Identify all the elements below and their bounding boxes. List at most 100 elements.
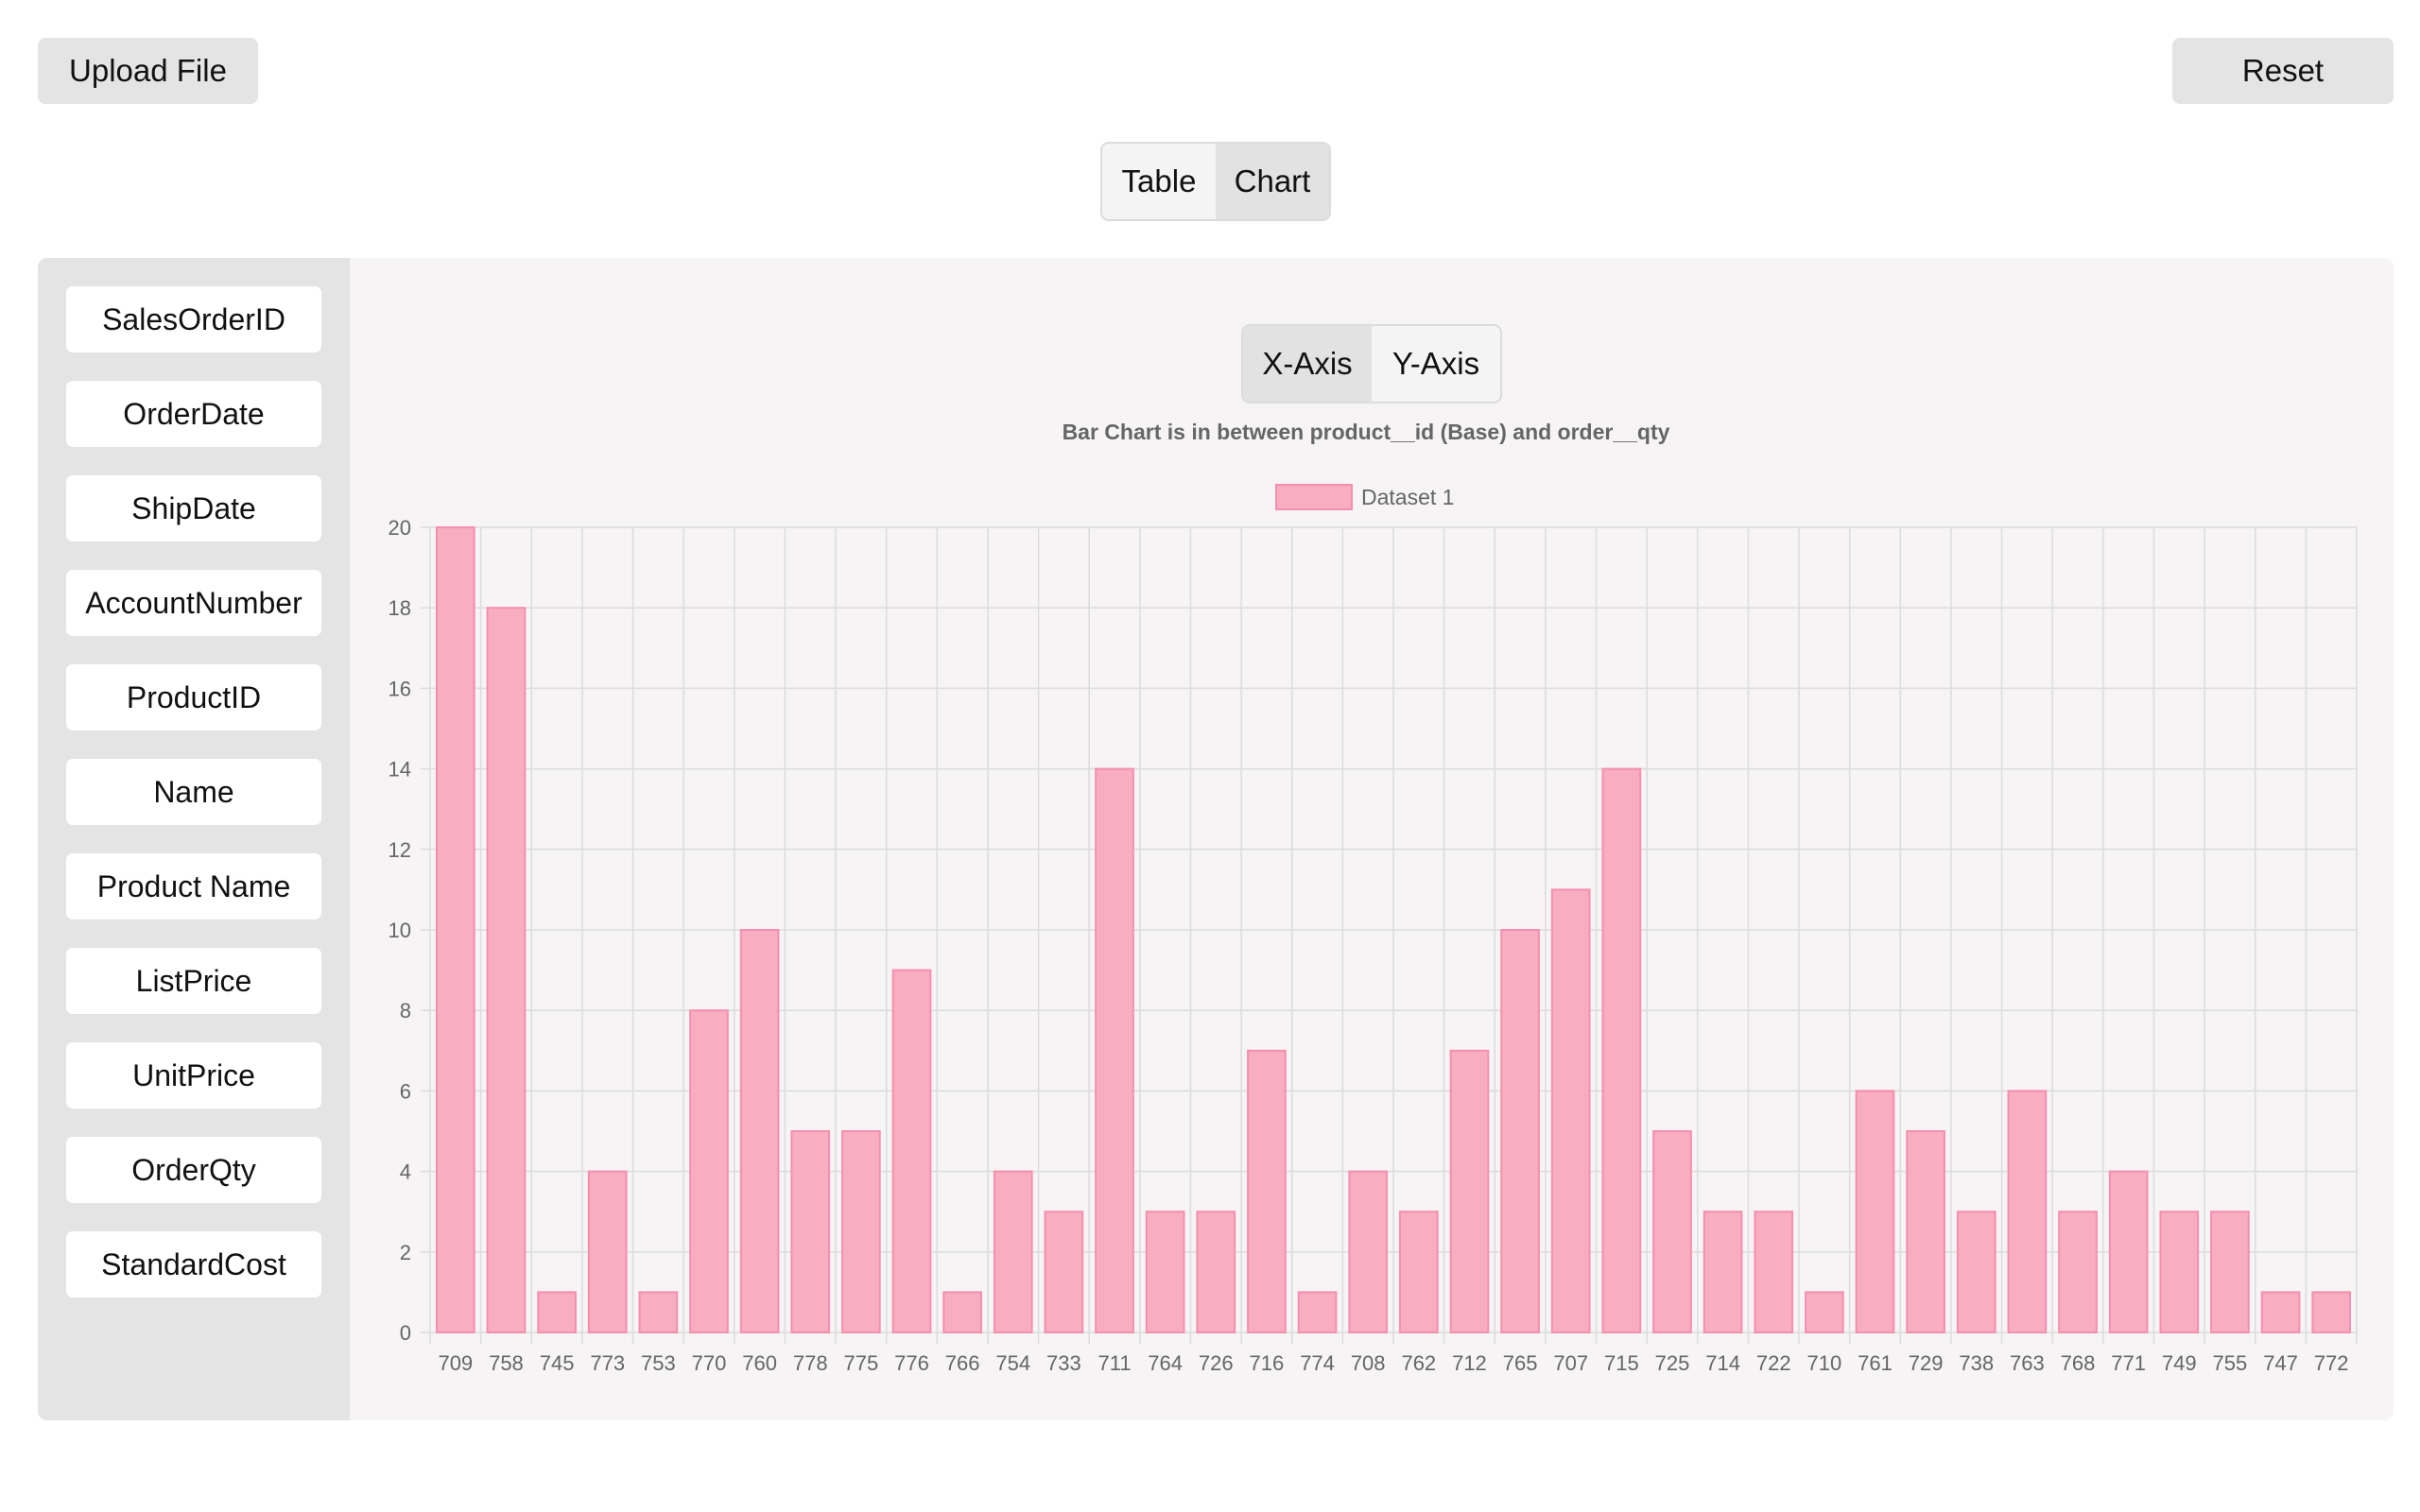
bar-765[interactable] <box>1500 929 1540 1333</box>
upload-file-button[interactable]: Upload File <box>38 38 258 104</box>
x-tick-label: 753 <box>641 1351 676 1375</box>
bar-764[interactable] <box>1145 1211 1185 1334</box>
bar-708[interactable] <box>1348 1170 1389 1333</box>
x-tick-label: 761 <box>1858 1351 1893 1375</box>
bar-733[interactable] <box>1044 1211 1084 1334</box>
y-tick-label: 2 <box>400 1241 411 1264</box>
bar-770[interactable] <box>689 1009 729 1333</box>
bar-710[interactable] <box>1805 1291 1844 1334</box>
y-tick-label: 14 <box>389 758 411 782</box>
field-button-product-name[interactable]: Product Name <box>66 853 321 919</box>
bar-715[interactable] <box>1601 767 1642 1333</box>
bar-745[interactable] <box>537 1291 577 1334</box>
bar-747[interactable] <box>2260 1291 2301 1334</box>
bar-762[interactable] <box>1398 1211 1439 1334</box>
tab-chart[interactable]: Chart <box>1216 144 1329 219</box>
x-tick-label: 755 <box>2213 1351 2248 1375</box>
field-button-unitprice[interactable]: UnitPrice <box>66 1042 321 1108</box>
x-tick-label: 714 <box>1705 1351 1740 1375</box>
y-tick-label: 6 <box>400 1079 411 1103</box>
y-tick-label: 12 <box>389 838 411 862</box>
field-button-orderqty[interactable]: OrderQty <box>66 1137 321 1203</box>
bar-766[interactable] <box>942 1291 982 1334</box>
y-tick-label: 16 <box>389 677 411 700</box>
reset-button[interactable]: Reset <box>2172 38 2394 104</box>
field-button-orderdate[interactable]: OrderDate <box>66 381 321 447</box>
y-tick-label: 10 <box>389 919 411 942</box>
x-tick-label: 708 <box>1351 1351 1386 1375</box>
field-button-accountnumber[interactable]: AccountNumber <box>66 570 321 636</box>
bar-738[interactable] <box>1956 1211 1996 1334</box>
x-tick-label: 749 <box>2162 1351 2197 1375</box>
bar-725[interactable] <box>1652 1130 1692 1333</box>
x-tick-label: 715 <box>1604 1351 1639 1375</box>
x-tick-label: 709 <box>438 1351 473 1375</box>
x-tick-label: 775 <box>844 1351 879 1375</box>
bar-722[interactable] <box>1754 1211 1794 1334</box>
x-tick-label: 764 <box>1148 1351 1183 1375</box>
bar-753[interactable] <box>638 1291 679 1334</box>
y-tick-label: 18 <box>389 596 411 620</box>
field-sidebar: SalesOrderID OrderDate ShipDate AccountNumb… <box>38 258 350 1420</box>
bar-755[interactable] <box>2210 1211 2250 1334</box>
field-button-standardcost[interactable]: StandardCost <box>66 1231 321 1297</box>
x-tick-label: 712 <box>1452 1351 1487 1375</box>
bar-711[interactable] <box>1095 767 1134 1333</box>
x-tick-label: 725 <box>1655 1351 1690 1375</box>
field-button-salesorderid[interactable]: SalesOrderID <box>66 286 321 352</box>
x-tick-label: 710 <box>1807 1351 1842 1375</box>
view-toggle: Table Chart <box>1100 142 1331 221</box>
y-tick-label: 4 <box>400 1160 411 1184</box>
main-panel: SalesOrderID OrderDate ShipDate AccountNumb… <box>38 258 2394 1420</box>
bar-712[interactable] <box>1449 1049 1490 1333</box>
field-button-listprice[interactable]: ListPrice <box>66 948 321 1014</box>
bar-761[interactable] <box>1855 1090 1895 1334</box>
bar-763[interactable] <box>2007 1090 2048 1334</box>
bar-726[interactable] <box>1196 1211 1236 1334</box>
bar-714[interactable] <box>1703 1211 1743 1334</box>
field-button-name[interactable]: Name <box>66 759 321 825</box>
x-tick-label: 711 <box>1098 1351 1131 1375</box>
x-tick-label: 762 <box>1401 1351 1436 1375</box>
x-tick-label: 763 <box>2010 1351 2045 1375</box>
bar-729[interactable] <box>1906 1130 1945 1333</box>
bar-774[interactable] <box>1297 1291 1338 1334</box>
bar-chart: Bar Chart is in between product__id (Bas… <box>389 420 2358 1375</box>
bar-760[interactable] <box>739 929 780 1333</box>
tab-x-axis[interactable]: X-Axis <box>1243 326 1372 402</box>
legend-label: Dataset 1 <box>1361 485 1454 509</box>
x-tick-label: 726 <box>1199 1351 1234 1375</box>
bar-771[interactable] <box>2108 1170 2149 1333</box>
x-tick-label: 760 <box>742 1351 777 1375</box>
field-button-productid[interactable]: ProductID <box>66 664 321 730</box>
field-button-shipdate[interactable]: ShipDate <box>66 475 321 541</box>
bar-709[interactable] <box>435 526 475 1333</box>
tab-table[interactable]: Table <box>1121 163 1197 198</box>
x-tick-label: 770 <box>692 1351 727 1375</box>
bar-775[interactable] <box>841 1130 881 1333</box>
bar-758[interactable] <box>486 607 527 1333</box>
bar-716[interactable] <box>1247 1049 1287 1333</box>
bar-754[interactable] <box>993 1170 1033 1333</box>
y-tick-label: 20 <box>389 516 411 540</box>
chart-title: Bar Chart is in between product__id (Bas… <box>1063 420 1670 444</box>
x-tick-label: 707 <box>1553 1351 1588 1375</box>
x-tick-label: 774 <box>1300 1351 1335 1375</box>
x-tick-label: 722 <box>1756 1351 1791 1375</box>
x-tick-label: 768 <box>2061 1351 2096 1375</box>
x-tick-label: 778 <box>793 1351 828 1375</box>
bar-707[interactable] <box>1550 888 1591 1334</box>
x-tick-label: 773 <box>590 1351 625 1375</box>
bar-768[interactable] <box>2058 1211 2098 1334</box>
x-tick-label: 745 <box>540 1351 575 1375</box>
legend-swatch <box>1275 484 1353 510</box>
bar-772[interactable] <box>2311 1291 2352 1334</box>
bar-778[interactable] <box>790 1130 831 1333</box>
bar-773[interactable] <box>587 1170 628 1333</box>
x-tick-label: 771 <box>2111 1351 2146 1375</box>
x-tick-label: 738 <box>1959 1351 1994 1375</box>
bar-776[interactable] <box>891 969 932 1333</box>
tab-y-axis[interactable]: Y-Axis <box>1392 346 1480 381</box>
x-tick-label: 729 <box>1909 1351 1944 1375</box>
bar-749[interactable] <box>2159 1211 2200 1334</box>
